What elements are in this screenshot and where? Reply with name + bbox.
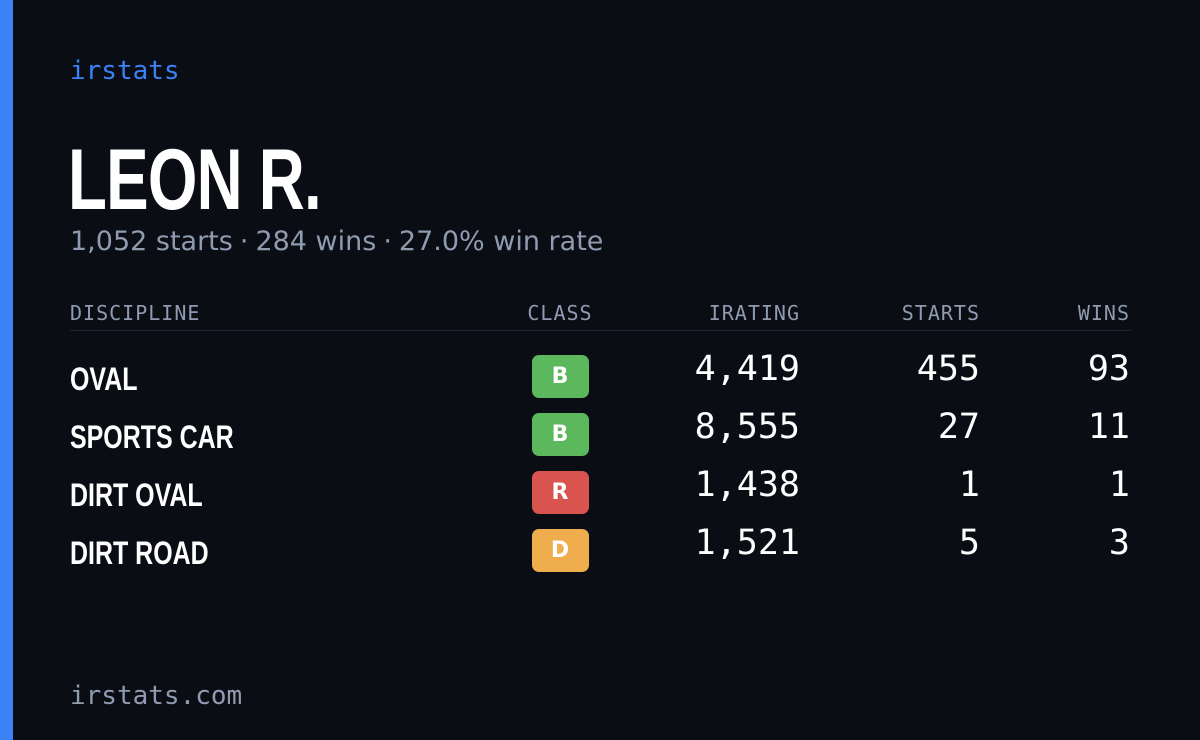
header-discipline: DISCIPLINE [70,301,201,325]
discipline-name: SPORTS CAR [70,419,234,455]
driver-name: LEON R. [68,132,322,228]
class-badge: D [531,528,589,572]
irating-value: 8,555 [694,407,800,447]
starts-value: 1 [958,465,980,505]
stats-table: DISCIPLINE CLASS IRATING STARTS WINS OVA… [70,296,1131,579]
accent-bar [0,0,13,740]
brand-logo[interactable]: irstats [70,56,180,86]
class-cell: D [520,528,600,572]
wins-value: 3 [1108,523,1130,563]
separator: · [383,226,392,257]
starts-value: 5 [958,523,980,563]
class-badge: B [531,412,589,456]
wins-value: 11 [1087,407,1130,447]
table-row: SPORTS CAR B 8,555 27 11 [70,405,1131,463]
class-cell: B [520,412,600,456]
class-cell: B [520,354,600,398]
starts-value: 27 [937,407,980,447]
discipline-name: DIRT ROAD [70,535,209,571]
irating-value: 1,438 [694,465,800,505]
header-wins: WINS [1077,301,1130,325]
starts-summary: 1,052 starts [70,226,233,257]
class-badge: R [531,470,589,514]
table-row: DIRT ROAD D 1,521 5 3 [70,521,1131,579]
table-row: OVAL B 4,419 455 93 [70,347,1131,405]
driver-summary: 1,052 starts · 284 wins · 27.0% win rate [70,226,603,257]
irating-value: 4,419 [694,349,800,389]
table-header-row: DISCIPLINE CLASS IRATING STARTS WINS [70,296,1131,331]
footer-url[interactable]: irstats.com [70,681,243,711]
class-badge: B [531,354,589,398]
class-cell: R [520,470,600,514]
win-rate-summary: 27.0% win rate [398,226,604,257]
header-starts: STARTS [901,301,980,325]
table-row: DIRT OVAL R 1,438 1 1 [70,463,1131,521]
wins-value: 1 [1108,465,1130,505]
wins-summary: 284 wins [255,226,377,257]
starts-value: 455 [916,349,980,389]
header-class: CLASS [527,301,593,325]
separator: · [239,226,249,257]
discipline-name: DIRT OVAL [70,477,203,513]
irating-value: 1,521 [694,523,800,563]
header-irating: IRATING [708,301,800,325]
wins-value: 93 [1087,349,1130,389]
discipline-name: OVAL [70,361,138,397]
